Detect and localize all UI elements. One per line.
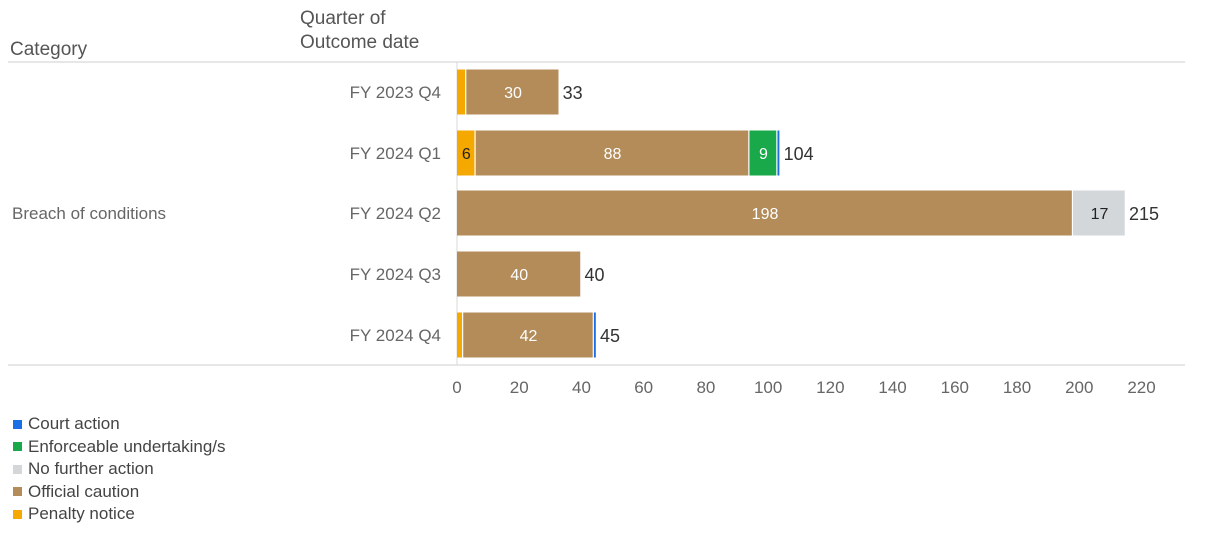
bar-segment [593, 312, 596, 358]
segment-label: 40 [510, 267, 528, 284]
bar-segment [475, 130, 749, 176]
x-tick-label: 140 [878, 378, 906, 397]
x-tick-label: 80 [696, 378, 715, 397]
segment-label: 30 [504, 85, 522, 102]
x-tick-label: 200 [1065, 378, 1093, 397]
quarter-label: FY 2023 Q4 [350, 83, 441, 102]
segment-label: 17 [1091, 206, 1109, 223]
segment-label: 42 [520, 328, 538, 345]
total-label: 40 [584, 265, 604, 285]
category-header: Category [10, 39, 88, 60]
bar-segment [457, 251, 581, 297]
segment-label: 9 [759, 146, 768, 163]
x-tick-label: 100 [754, 378, 782, 397]
bar-segment [749, 130, 777, 176]
total-label: 33 [563, 83, 583, 103]
quarter-label: FY 2024 Q3 [350, 265, 441, 284]
x-tick-label: 180 [1003, 378, 1031, 397]
bar-segment [777, 130, 780, 176]
total-label: 215 [1129, 204, 1159, 224]
stacked-bar-chart: Breach of conditions FY 2023 Q4 30 33 FY 202… [8, 61, 1185, 397]
x-tick-label: 20 [510, 378, 529, 397]
bar-segment [457, 190, 1072, 236]
quarter-header: Quarter of Outcome date [300, 7, 419, 55]
legend-swatch [13, 442, 22, 452]
bar-segment [457, 69, 466, 115]
total-label: 45 [600, 326, 620, 346]
legend-label: Penalty notice [28, 504, 135, 523]
chart-legend: Court action Enforceable undertaking/s No … [13, 413, 226, 526]
legend-item: Enforceable undertaking/s [13, 436, 226, 459]
x-tick-label: 160 [941, 378, 969, 397]
legend-item: Official caution [13, 481, 226, 504]
x-tick-label: 0 [452, 378, 461, 397]
total-label: 104 [784, 144, 814, 164]
x-tick-label: 120 [816, 378, 844, 397]
legend-swatch [13, 464, 22, 474]
bar-segment [1073, 190, 1125, 236]
legend-item: Penalty notice [13, 503, 226, 526]
segment-label: 6 [462, 146, 471, 163]
segment-label: 88 [604, 146, 622, 163]
quarter-label: FY 2024 Q1 [350, 144, 441, 163]
quarter-header-line2: Outcome date [300, 32, 420, 53]
legend-item: No further action [13, 458, 226, 481]
legend-label: Court action [28, 414, 120, 433]
category-label: Breach of conditions [12, 204, 166, 223]
legend-item: Court action [13, 413, 226, 436]
quarter-header-line1: Quarter of [300, 8, 386, 29]
legend-label: Enforceable undertaking/s [28, 436, 226, 456]
legend-swatch [13, 509, 22, 519]
legend-label: Official caution [28, 481, 140, 501]
legend-label: No further action [28, 459, 154, 478]
bar-segment [463, 312, 593, 358]
x-tick-label: 40 [572, 378, 591, 397]
legend-swatch [13, 487, 22, 497]
bar-segment [457, 312, 463, 358]
quarter-label: FY 2024 Q2 [350, 204, 441, 223]
quarter-label: FY 2024 Q4 [350, 326, 441, 345]
bar-segment [457, 130, 475, 176]
legend-swatch [13, 419, 22, 429]
segment-label: 198 [752, 206, 779, 223]
x-tick-label: 60 [634, 378, 653, 397]
bar-segment [466, 69, 559, 115]
x-tick-label: 220 [1127, 378, 1155, 397]
